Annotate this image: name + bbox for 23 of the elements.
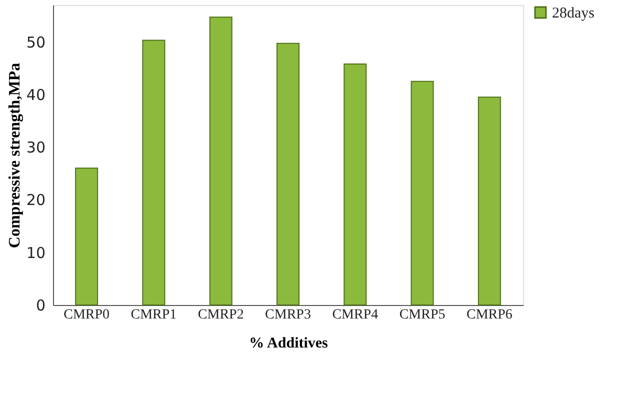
bar [75,168,98,306]
x-tick-label: CMRP6 [466,308,512,322]
bar [142,40,166,306]
bar [410,80,434,306]
bar [478,96,501,306]
x-tick-label: CMRP3 [265,308,311,322]
x-tick-label: CMRP4 [332,308,378,322]
bar [276,42,300,306]
y-tick-label: 50 [26,33,46,52]
y-tick-label: 30 [26,138,46,157]
y-tick-label: 20 [26,191,46,210]
x-tick-label: CMRP5 [399,308,446,322]
x-axis-title: % Additives [249,336,328,352]
y-tick-label: 10 [26,244,46,262]
x-tick-label: CMRP0 [64,308,110,322]
y-tick-label: 40 [26,86,46,104]
y-axis-title: Compressive strength,MPa [6,62,24,248]
y-tick-label: 0 [36,296,46,314]
bar [344,63,367,306]
x-tick-label: CMRP2 [198,308,244,322]
bar [209,16,232,306]
x-tick-label: CMRP1 [130,308,177,322]
legend-label: 28days [552,6,595,22]
